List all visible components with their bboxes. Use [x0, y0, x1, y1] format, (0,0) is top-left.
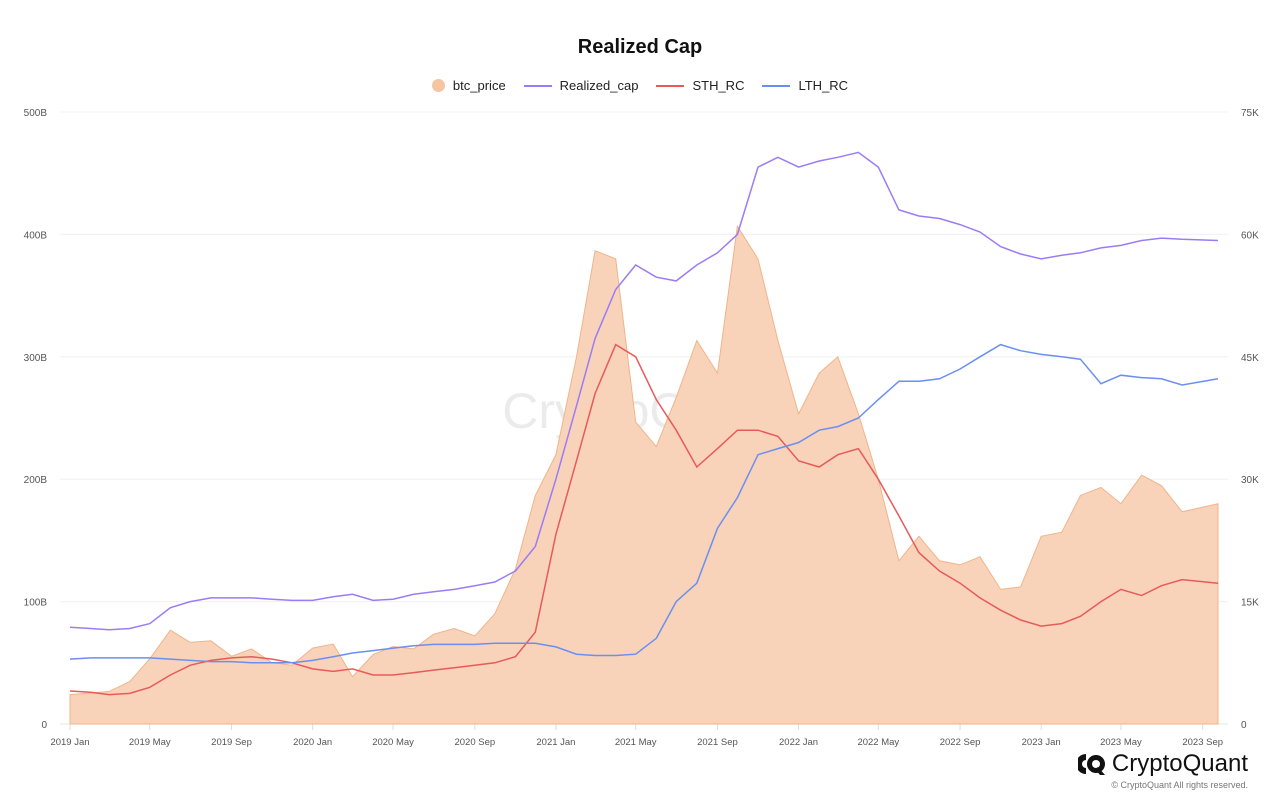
x-tick-label: 2023 May: [1100, 737, 1142, 748]
x-tick-label: 2019 Jan: [50, 737, 89, 748]
x-tick-label: 2021 Sep: [697, 737, 738, 748]
y-left-tick-label: 200B: [24, 475, 48, 486]
legend-item-lth-rc[interactable]: LTH_RC: [762, 78, 848, 93]
x-tick-label: 2020 May: [372, 737, 414, 748]
x-tick-label: 2019 Sep: [211, 737, 252, 748]
y-left-tick-label: 400B: [24, 230, 48, 241]
y-right-tick-label: 0: [1241, 720, 1247, 731]
legend-item-sth-rc[interactable]: STH_RC: [656, 78, 744, 93]
series-lth-rc-line: [69, 343, 1219, 664]
legend-item-btc-price[interactable]: btc_price: [431, 78, 506, 93]
x-tick-label: 2020 Sep: [454, 737, 495, 748]
y-right-tick-label: 30K: [1241, 475, 1259, 486]
legend-item-realized-cap[interactable]: Realized_cap: [523, 78, 639, 93]
x-tick-label: 2021 Jan: [536, 737, 575, 748]
y-right-tick-label: 75K: [1241, 108, 1259, 119]
x-tick-label: 2023 Sep: [1182, 737, 1223, 748]
brand-name: CryptoQuant: [1111, 750, 1248, 777]
legend-label: STH_RC: [692, 78, 745, 93]
legend-label: btc_price: [452, 78, 506, 93]
cryptoquant-logo-icon: [1077, 754, 1105, 775]
y-left-tick-label: 500B: [24, 108, 48, 119]
x-tick-label: 2022 May: [857, 737, 899, 748]
series-btc-price-area: [69, 224, 1219, 725]
legend-label: Realized_cap: [559, 78, 639, 93]
y-left-tick-label: 0: [41, 720, 47, 731]
y-left-tick-label: 300B: [24, 353, 48, 364]
x-tick-label: 2023 Jan: [1022, 737, 1061, 748]
chart-title: Realized Cap: [577, 36, 703, 58]
legend-swatch: [431, 79, 445, 92]
legend-swatch: [523, 84, 552, 87]
y-right-tick-label: 60K: [1241, 230, 1259, 241]
legend-swatch: [656, 84, 685, 87]
y-right-tick-label: 45K: [1241, 353, 1259, 364]
series-realized-cap-line: [69, 151, 1219, 631]
brand-logo: CryptoQuant: [1077, 750, 1248, 778]
series-sth-rc-line: [69, 343, 1219, 696]
x-tick-label: 2022 Jan: [779, 737, 818, 748]
y-left-tick-label: 100B: [24, 598, 48, 609]
legend: btc_price Realized_cap STH_RC LTH_RC: [0, 78, 1280, 93]
x-tick-label: 2019 May: [129, 737, 171, 748]
x-tick-label: 2022 Sep: [940, 737, 981, 748]
legend-label: LTH_RC: [798, 78, 849, 93]
y-right-tick-label: 15K: [1241, 598, 1259, 609]
x-tick-label: 2020 Jan: [293, 737, 332, 748]
x-tick-label: 2021 May: [615, 737, 657, 748]
copyright: © CryptoQuant All rights reserved.: [1111, 780, 1248, 790]
legend-swatch: [762, 84, 791, 87]
